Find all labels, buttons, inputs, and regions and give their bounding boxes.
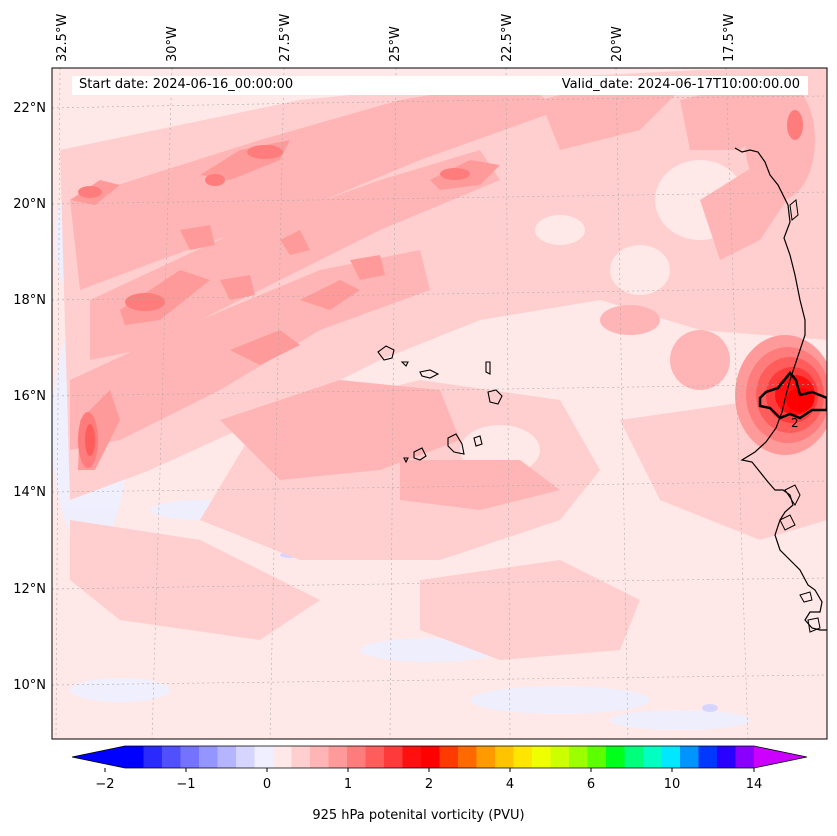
lon-label: 22.5°W — [500, 14, 515, 62]
lat-label: 12°N — [13, 582, 46, 597]
colorbar-tick-label: 0 — [263, 777, 271, 792]
colorbar-extend-high — [754, 746, 807, 768]
colorbar-cell — [384, 746, 403, 768]
colorbar-cell — [199, 746, 218, 768]
valid-date-label: Valid_date: 2024-06-17T10:00:00.00 — [561, 77, 800, 92]
colorbar-cell — [717, 746, 736, 768]
start-date-label: Start date: 2024-06-16_00:00:00 — [79, 77, 294, 92]
lon-label: 17.5°W — [722, 14, 737, 62]
longitude-labels: 32.5°W 30°W 27.5°W 25°W 22.5°W 20°W 17.5… — [55, 14, 737, 62]
colorbar-cell — [402, 746, 422, 768]
colorbar-cell — [680, 746, 699, 768]
pv-2-contour — [758, 371, 827, 420]
lat-label: 10°N — [13, 678, 46, 693]
lat-label: 14°N — [13, 485, 46, 500]
colorbar-cell — [735, 746, 755, 768]
lat-label: 20°N — [13, 197, 46, 212]
coastline — [734, 147, 827, 631]
colorbar-cell — [661, 746, 681, 768]
lat-label: 18°N — [13, 293, 46, 308]
colorbar-cell — [624, 746, 644, 768]
colorbar-tick-label: 1 — [344, 777, 352, 792]
colorbar-cell — [365, 746, 385, 768]
islands — [377, 345, 503, 464]
colorbar-cell — [328, 746, 348, 768]
colorbar-cell — [569, 746, 588, 768]
colorbar-tick-label: 2 — [425, 777, 433, 792]
colorbar-cell — [606, 746, 625, 768]
pv-field: 2 — [52, 68, 827, 739]
colorbar-cell — [550, 746, 570, 768]
colorbar-cell — [421, 746, 440, 768]
colorbar-cell — [439, 746, 459, 768]
colorbar-extend-low — [72, 746, 125, 768]
lon-label: 27.5°W — [278, 14, 293, 62]
colorbar-cell — [162, 746, 181, 768]
colorbar-label: 925 hPa potenital vorticity (PVU) — [312, 808, 525, 823]
colorbar-tick-label: 4 — [506, 777, 514, 792]
map-frame — [51, 67, 828, 740]
colorbar-cell — [495, 746, 514, 768]
latitude-labels: 22°N 20°N 18°N 16°N 14°N 12°N 10°N — [13, 101, 46, 693]
colorbar-cell — [698, 746, 718, 768]
lon-label: 30°W — [165, 26, 180, 62]
lat-label: 16°N — [13, 389, 46, 404]
colorbar-cell — [643, 746, 662, 768]
colorbar-tick-label: −1 — [176, 777, 195, 792]
colorbar: −2 −1 0 1 2 4 6 10 14 — [71, 745, 808, 792]
lon-label: 20°W — [610, 26, 625, 62]
colorbar-cell — [513, 746, 533, 768]
colorbar-cell — [476, 746, 496, 768]
graticule — [52, 68, 827, 739]
colorbar-cell — [347, 746, 366, 768]
colorbar-cell — [310, 746, 329, 768]
colorbar-tick-label: 14 — [746, 777, 763, 792]
colorbar-cell — [273, 746, 292, 768]
colorbar-cell — [217, 746, 237, 768]
colorbar-cell — [180, 746, 200, 768]
contour-label: 2 — [791, 416, 799, 430]
lon-label: 25°W — [388, 26, 403, 62]
colorbar-cell — [532, 746, 551, 768]
lat-label: 22°N — [13, 101, 46, 116]
lon-label: 32.5°W — [55, 14, 70, 62]
colorbar-cell — [587, 746, 607, 768]
colorbar-tick-label: 6 — [587, 777, 595, 792]
header-box — [72, 76, 808, 95]
colorbar-cell — [125, 746, 144, 768]
colorbar-tick-label: −2 — [95, 777, 114, 792]
colorbar-tick-label: 10 — [664, 777, 681, 792]
colorbar-cell — [254, 746, 274, 768]
colorbar-cell — [458, 746, 477, 768]
colorbar-cell — [291, 746, 311, 768]
colorbar-cell — [143, 746, 163, 768]
colorbar-cell — [236, 746, 255, 768]
